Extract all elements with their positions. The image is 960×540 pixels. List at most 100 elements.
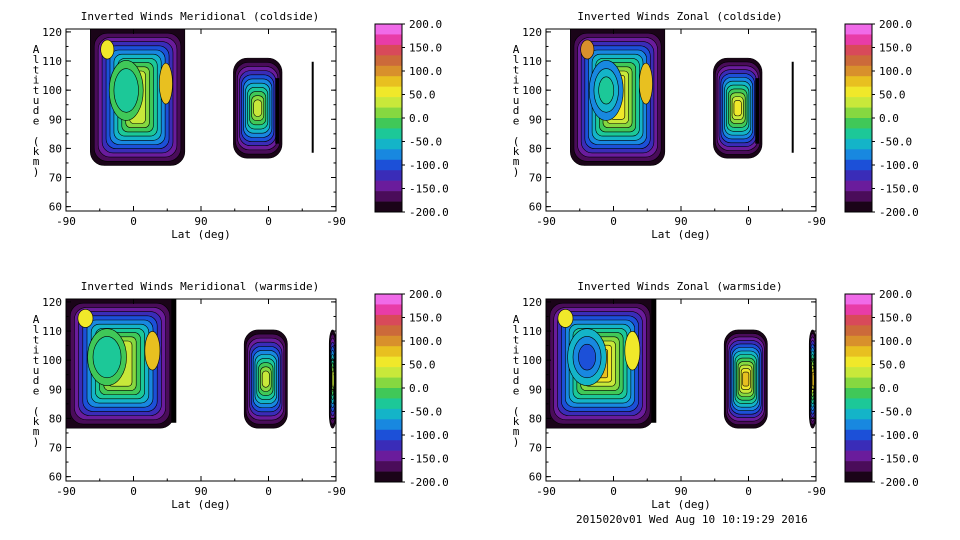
x-tick-label: 90: [674, 215, 687, 228]
colorbar-swatch: [375, 97, 402, 108]
contour-core: [638, 62, 653, 105]
y-tick-label: 80: [49, 142, 62, 155]
colorbar-swatch: [845, 170, 872, 181]
x-axis-label: Lat (deg): [651, 498, 711, 511]
colorbar-swatch: [375, 138, 402, 150]
footer-timestamp: 2015020v01 Wed Aug 10 10:19:29 2016: [576, 513, 808, 526]
edge-band: [275, 78, 280, 144]
x-tick-label: -90: [56, 215, 76, 228]
x-tick-label: -90: [56, 485, 76, 498]
plot-area: [570, 29, 794, 166]
colorbar-tick-label: 150.0: [409, 42, 442, 55]
x-tick-label: 0: [265, 485, 272, 498]
colorbar-swatch: [845, 191, 872, 202]
y-tick-label: 60: [529, 471, 542, 484]
colorbar-swatch: [375, 440, 402, 451]
colorbar-swatch: [845, 304, 872, 316]
colorbar-tick-label: 100.0: [409, 65, 442, 78]
colorbar-swatch: [375, 408, 402, 420]
colorbar-tick-label: -150.0: [879, 183, 919, 196]
colorbar-tick-label: -200.0: [409, 206, 449, 219]
edge-band: [791, 61, 794, 153]
contour-core: [580, 39, 595, 60]
colorbar-swatch: [375, 419, 402, 431]
plot-area: [90, 29, 314, 166]
edge-band: [755, 78, 760, 144]
colorbar-swatch: [375, 180, 402, 192]
contour-core: [144, 331, 161, 371]
y-tick-label: 70: [529, 172, 542, 185]
colorbar-swatch: [845, 65, 872, 77]
contour-core: [557, 309, 574, 328]
y-tick-label: 100: [42, 354, 62, 367]
colorbar-swatch: [375, 377, 402, 389]
x-tick-label: -90: [536, 485, 556, 498]
x-tick-label: 90: [674, 485, 687, 498]
colorbar-swatch: [845, 440, 872, 451]
colorbar-tick-label: -50.0: [409, 136, 442, 149]
colorbar-tick-label: 200.0: [879, 288, 912, 301]
y-tick-label: 80: [529, 412, 542, 425]
colorbar-swatch: [845, 314, 872, 326]
colorbar-swatch: [845, 398, 872, 410]
chart-title: Inverted Winds Zonal (coldside): [577, 10, 782, 23]
colorbar-swatch: [375, 118, 402, 129]
colorbar-swatch: [845, 107, 872, 119]
colorbar-swatch: [375, 325, 402, 337]
colorbar-swatch: [375, 44, 402, 56]
colorbar-swatch: [375, 388, 402, 399]
colorbar-swatch: [375, 356, 402, 368]
colorbar-swatch: [845, 201, 872, 213]
plot-area: [546, 299, 816, 429]
x-tick-label: 0: [130, 215, 137, 228]
colorbar-tick-label: 0.0: [409, 112, 429, 125]
x-tick-label: 0: [610, 215, 617, 228]
colorbar-swatch: [845, 471, 872, 483]
y-tick-label: 120: [522, 296, 542, 309]
x-tick-label: 90: [194, 215, 207, 228]
colorbar-swatch: [845, 429, 872, 441]
edge-band: [171, 299, 177, 423]
x-tick-label: 0: [745, 215, 752, 228]
colorbar-tick-label: -50.0: [879, 136, 912, 149]
colorbar-tick-label: 0.0: [409, 382, 429, 395]
x-tick-label: 0: [610, 485, 617, 498]
colorbar-tick-label: 50.0: [879, 359, 906, 372]
colorbar-swatch: [375, 367, 402, 378]
colorbar-swatch: [375, 34, 402, 46]
y-tick-label: 90: [529, 383, 542, 396]
x-tick-label: -90: [536, 215, 556, 228]
colorbar-swatch: [845, 34, 872, 46]
contour-core: [624, 331, 641, 371]
colorbar-swatch: [845, 180, 872, 192]
colorbar-swatch: [375, 65, 402, 77]
x-tick-label: 90: [194, 485, 207, 498]
panel-2: 60 70 80 90 100 110 120 -90 0 90 0 -90 Inverted Wind…: [513, 10, 919, 241]
x-tick-label: 0: [745, 485, 752, 498]
plot-area: [66, 299, 336, 429]
colorbar-tick-label: -200.0: [879, 476, 919, 489]
colorbar-swatch: [845, 128, 872, 140]
y-tick-label: 120: [522, 26, 542, 39]
x-tick-label: 0: [130, 485, 137, 498]
colorbar-tick-label: -200.0: [409, 476, 449, 489]
chart-title: Inverted Winds Meridional (warmside): [81, 280, 319, 293]
colorbar-swatch: [845, 294, 872, 305]
colorbar-tick-label: -150.0: [409, 183, 449, 196]
colorbar-tick-label: 200.0: [409, 18, 442, 31]
colorbar-tick-label: 100.0: [879, 65, 912, 78]
colorbar-swatch: [375, 346, 402, 357]
colorbar-tick-label: -150.0: [879, 453, 919, 466]
colorbar-tick-label: -100.0: [409, 429, 449, 442]
y-tick-label: 120: [42, 26, 62, 39]
colorbar-tick-label: 0.0: [879, 112, 899, 125]
colorbar-swatch: [845, 76, 872, 87]
colorbar-swatch: [845, 24, 872, 35]
colorbar-swatch: [375, 128, 402, 140]
y-tick-label: 110: [42, 55, 62, 68]
colorbar-swatch: [375, 398, 402, 410]
contour-core: [578, 343, 596, 371]
